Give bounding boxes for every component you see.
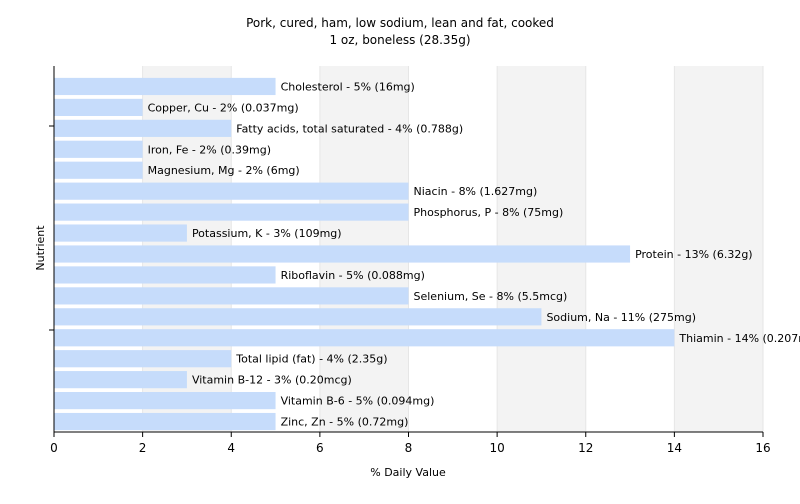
bar-selenium-se	[54, 287, 409, 305]
bars	[54, 77, 675, 431]
bar-total-lipid-fat	[54, 350, 232, 368]
x-tick-label: 0	[50, 441, 58, 455]
data-labels: Cholesterol - 5% (16mg) Copper, Cu - 2% (…	[148, 80, 800, 428]
data-label: Potassium, K - 3% (109mg)	[192, 227, 342, 240]
bar-niacin	[54, 182, 409, 200]
bar-protein	[54, 245, 631, 263]
data-label: Copper, Cu - 2% (0.037mg)	[148, 101, 299, 114]
data-label: Cholesterol - 5% (16mg)	[281, 80, 415, 93]
chart-title: Pork, cured, ham, low sodium, lean and f…	[246, 16, 554, 30]
x-tick-label: 12	[578, 441, 593, 455]
data-label: Iron, Fe - 2% (0.39mg)	[148, 143, 271, 156]
y-axis-label: Nutrient	[34, 225, 47, 271]
x-tick-label: 8	[405, 441, 413, 455]
bar-vitamin-b-12	[54, 371, 187, 389]
data-label: Riboflavin - 5% (0.088mg)	[281, 269, 425, 282]
data-label: Protein - 13% (6.32g)	[635, 248, 753, 261]
bar-phosphorus-p	[54, 203, 409, 221]
data-label: Total lipid (fat) - 4% (2.35g)	[235, 353, 387, 366]
bar-thiamin	[54, 329, 675, 347]
x-tick-label: 14	[667, 441, 682, 455]
bar-riboflavin	[54, 266, 276, 284]
bar-vitamin-b-6	[54, 392, 276, 410]
grid-band	[674, 66, 763, 432]
bar-iron-fe	[54, 140, 143, 158]
bar-copper-cu	[54, 98, 143, 116]
x-axis-label: % Daily Value	[370, 466, 446, 479]
x-tick-label: 16	[755, 441, 770, 455]
data-label: Sodium, Na - 11% (275mg)	[546, 311, 696, 324]
bar-zinc-zn	[54, 412, 276, 431]
bar-fatty-acids-total-saturated	[54, 119, 232, 137]
data-label: Selenium, Se - 8% (5.5mcg)	[414, 290, 568, 303]
data-label: Fatty acids, total saturated - 4% (0.788…	[236, 122, 463, 135]
data-label: Vitamin B-12 - 3% (0.20mcg)	[192, 374, 352, 387]
data-label: Zinc, Zn - 5% (0.72mg)	[281, 416, 409, 429]
data-label: Magnesium, Mg - 2% (6mg)	[148, 164, 300, 177]
data-label: Thiamin - 14% (0.207mg)	[678, 332, 800, 345]
bar-sodium-na	[54, 308, 542, 326]
chart-subtitle: 1 oz, boneless (28.35g)	[329, 33, 470, 47]
axes: 0 2 4 6 8 10 12 14 16	[49, 66, 771, 455]
x-tick-label: 2	[139, 441, 147, 455]
bar-magnesium-mg	[54, 161, 143, 179]
x-tick-label: 4	[227, 441, 235, 455]
data-label: Niacin - 8% (1.627mg)	[414, 185, 538, 198]
data-label: Vitamin B-6 - 5% (0.094mg)	[281, 395, 435, 408]
x-tick-label: 6	[316, 441, 324, 455]
x-tick-label: 10	[489, 441, 504, 455]
bar-potassium-k	[54, 224, 187, 242]
bar-cholesterol	[54, 77, 276, 96]
data-label: Phosphorus, P - 8% (75mg)	[414, 206, 564, 219]
